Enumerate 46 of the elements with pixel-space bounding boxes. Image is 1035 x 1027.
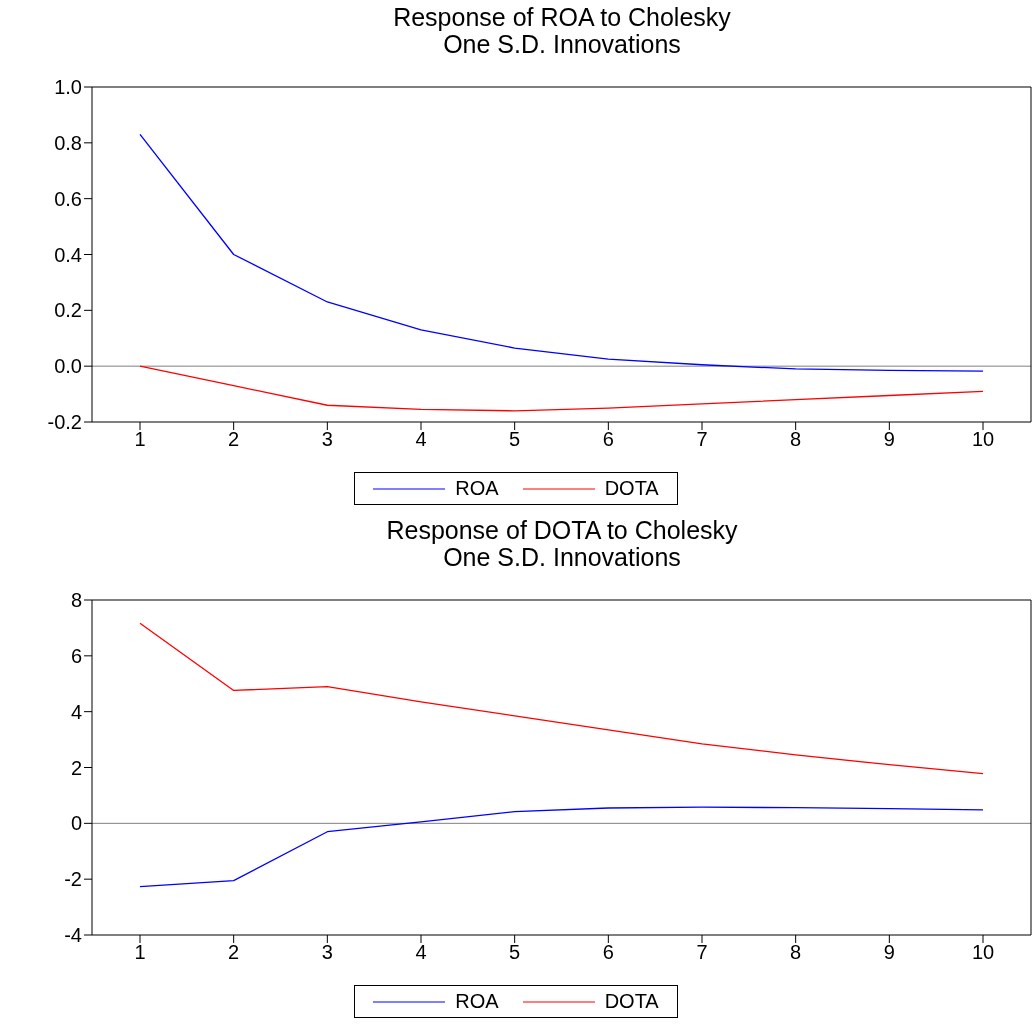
y-tick-label: -4 xyxy=(64,924,82,947)
x-tick-label: 2 xyxy=(228,428,240,451)
y-tick-label: 8 xyxy=(70,589,82,612)
x-tick-label: 7 xyxy=(696,428,708,451)
y-tick-label: 4 xyxy=(70,700,82,723)
x-tick-label: 8 xyxy=(790,428,802,451)
chart-title: Response of ROA to Cholesky xyxy=(392,3,732,31)
x-tick-label: 10 xyxy=(971,428,995,451)
x-tick-label: 3 xyxy=(321,941,333,964)
legend-label: ROA xyxy=(455,990,499,1013)
legend-label: DOTA xyxy=(604,477,659,500)
line-series xyxy=(139,133,984,372)
y-tick-label: 6 xyxy=(70,644,82,667)
y-tick-label: 0.0 xyxy=(54,355,82,378)
x-tick-label: 10 xyxy=(971,941,995,964)
x-tick-label: 3 xyxy=(321,428,333,451)
y-tick-label: 1.0 xyxy=(54,76,82,99)
x-tick-label: 1 xyxy=(134,428,146,451)
legend-label: ROA xyxy=(455,477,499,500)
x-tick-label: 8 xyxy=(790,941,802,964)
y-tick-label: 0.4 xyxy=(54,243,82,266)
y-tick-label: -0.2 xyxy=(47,411,82,434)
chart-subtitle: One S.D. Innovations xyxy=(443,30,681,58)
x-tick-label: 5 xyxy=(509,941,521,964)
chart-title: Response of DOTA to Cholesky xyxy=(385,516,739,544)
y-tick-label: 0.8 xyxy=(54,131,82,154)
x-tick-label: 1 xyxy=(134,941,146,964)
y-tick-label: 2 xyxy=(70,756,82,779)
x-tick-label: 2 xyxy=(228,941,240,964)
chart-subtitle: One S.D. Innovations xyxy=(443,543,681,571)
line-series xyxy=(139,806,984,888)
y-tick-label: 0.6 xyxy=(54,187,82,210)
line-series xyxy=(139,622,984,775)
x-tick-label: 7 xyxy=(696,941,708,964)
x-tick-label: 5 xyxy=(509,428,521,451)
x-tick-label: 4 xyxy=(415,428,427,451)
x-tick-label: 6 xyxy=(602,428,614,451)
y-tick-label: 0 xyxy=(70,812,82,835)
x-tick-label: 9 xyxy=(883,428,895,451)
legend-label: DOTA xyxy=(604,990,659,1013)
line-series xyxy=(139,365,984,412)
y-tick-label: 0.2 xyxy=(54,299,82,322)
x-tick-label: 6 xyxy=(602,941,614,964)
x-tick-label: 9 xyxy=(883,941,895,964)
y-tick-label: -2 xyxy=(64,868,82,891)
x-tick-label: 4 xyxy=(415,941,427,964)
